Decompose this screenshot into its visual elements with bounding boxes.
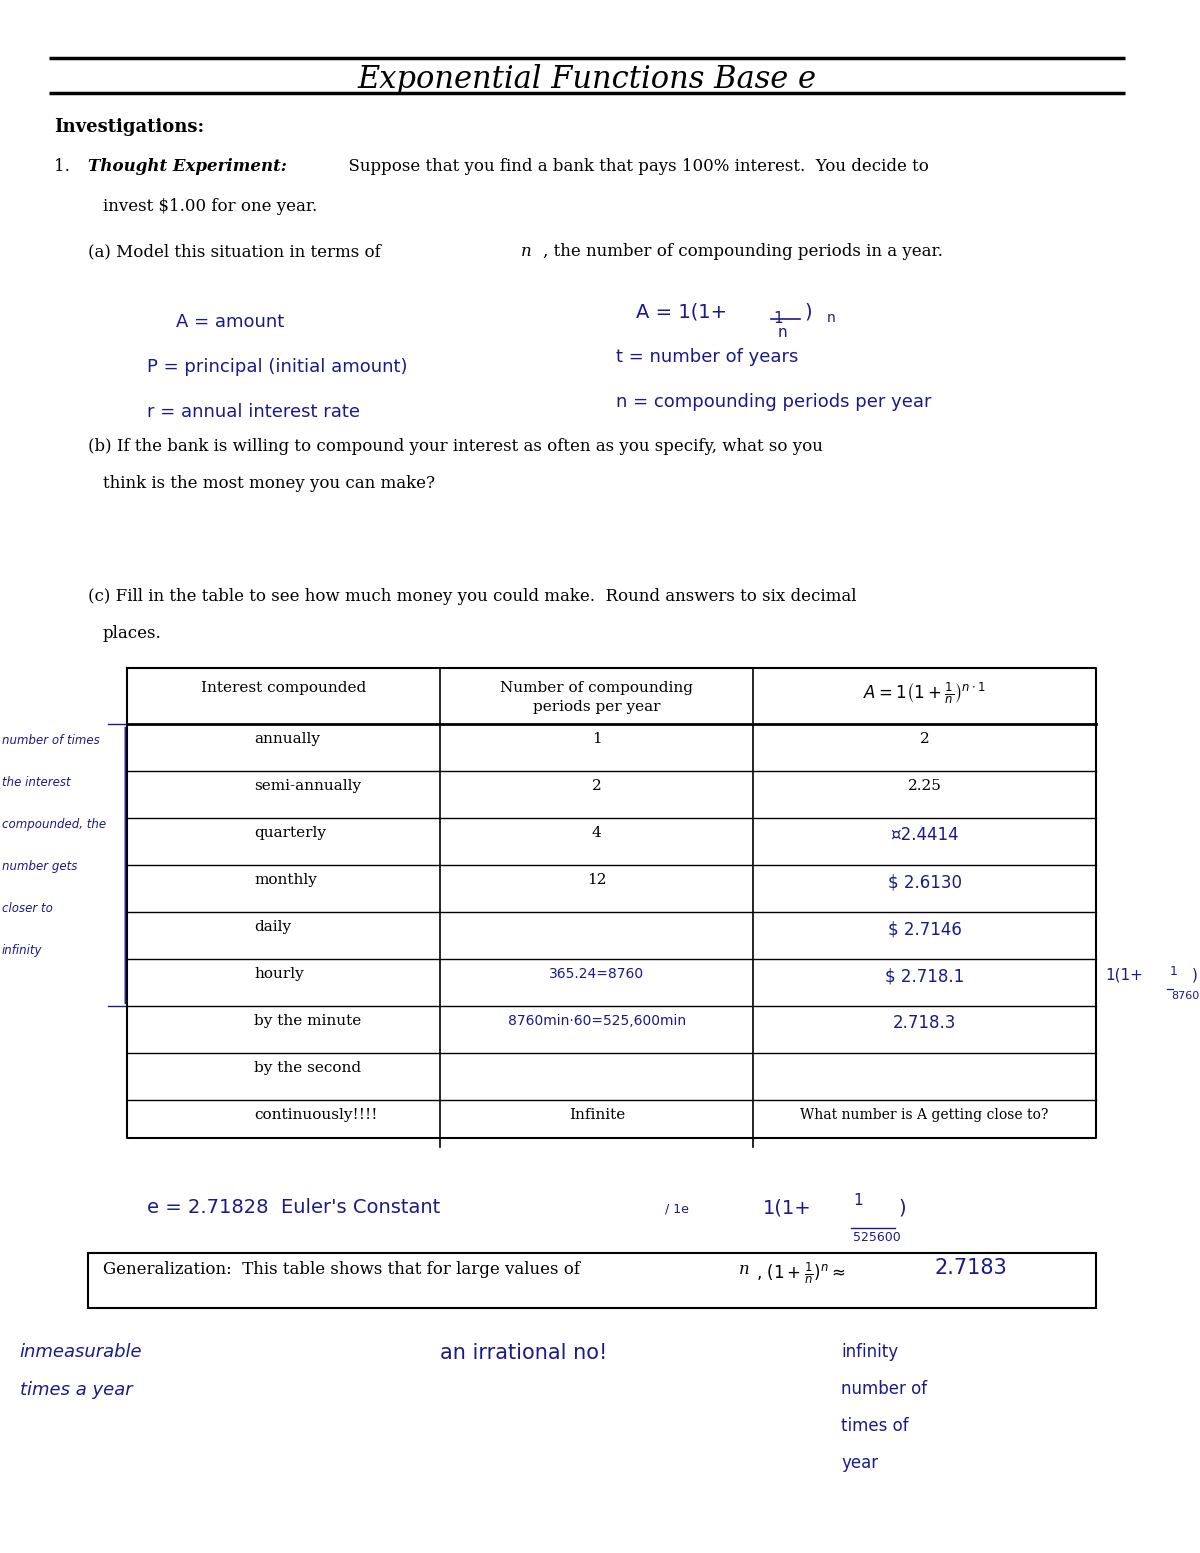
Text: 2: 2: [919, 733, 930, 747]
Text: number of: number of: [841, 1381, 928, 1398]
Text: ¤2.4414: ¤2.4414: [890, 826, 959, 845]
FancyBboxPatch shape: [88, 1253, 1096, 1308]
Text: monthly: monthly: [254, 873, 317, 887]
Text: ): ): [898, 1197, 906, 1218]
Text: e = 2.71828  Euler's Constant: e = 2.71828 Euler's Constant: [146, 1197, 440, 1218]
Text: $ 2.718.1: $ 2.718.1: [884, 968, 965, 986]
Text: n: n: [827, 311, 835, 325]
Text: , the number of compounding periods in a year.: , the number of compounding periods in a…: [544, 242, 943, 259]
Text: 1: 1: [853, 1193, 863, 1208]
Text: n: n: [521, 242, 532, 259]
Text: 2.25: 2.25: [907, 780, 942, 794]
Text: , $(1+\frac{1}{n})^n \approx$: , $(1+\frac{1}{n})^n \approx$: [756, 1261, 846, 1286]
Text: Exponential Functions Base e: Exponential Functions Base e: [358, 65, 816, 95]
Text: 12: 12: [587, 873, 606, 887]
Text: inmeasurable: inmeasurable: [19, 1343, 142, 1360]
Text: $A=1\left(1+\frac{1}{n}\right)^{n\cdot 1}$: $A=1\left(1+\frac{1}{n}\right)^{n\cdot 1…: [863, 682, 986, 707]
Text: 2: 2: [592, 780, 601, 794]
Text: number gets: number gets: [2, 860, 77, 873]
Text: 1: 1: [773, 311, 782, 326]
Text: infinity: infinity: [841, 1343, 899, 1360]
Text: annually: annually: [254, 733, 320, 747]
Text: by the second: by the second: [254, 1061, 361, 1075]
Text: Suppose that you find a bank that pays 100% interest.  You decide to: Suppose that you find a bank that pays 1…: [337, 158, 929, 175]
Text: Number of compounding
periods per year: Number of compounding periods per year: [500, 682, 694, 714]
Text: A = amount: A = amount: [176, 314, 284, 331]
Text: quarterly: quarterly: [254, 826, 326, 840]
Text: an irrational no!: an irrational no!: [440, 1343, 607, 1364]
Text: places.: places.: [103, 624, 162, 641]
Text: r = annual interest rate: r = annual interest rate: [146, 402, 360, 421]
Text: daily: daily: [254, 921, 292, 935]
Text: 2.7183: 2.7183: [935, 1258, 1007, 1278]
Text: 1.: 1.: [54, 158, 80, 175]
Text: 1(1+: 1(1+: [1105, 968, 1144, 983]
Text: t = number of years: t = number of years: [617, 348, 799, 367]
Text: 1: 1: [592, 733, 601, 747]
Text: times of: times of: [841, 1416, 910, 1435]
Text: / 1e: / 1e: [665, 1204, 689, 1216]
Text: hourly: hourly: [254, 968, 304, 981]
Text: 8760min·60=525,600min: 8760min·60=525,600min: [508, 1014, 686, 1028]
Text: continuously!!!!: continuously!!!!: [254, 1109, 378, 1123]
Text: Investigations:: Investigations:: [54, 118, 204, 137]
Text: $ 2.6130: $ 2.6130: [888, 873, 961, 891]
Text: ): ): [804, 303, 812, 321]
Text: (b) If the bank is willing to compound your interest as often as you specify, wh: (b) If the bank is willing to compound y…: [88, 438, 823, 455]
Text: think is the most money you can make?: think is the most money you can make?: [103, 475, 434, 492]
Text: (c) Fill in the table to see how much money you could make.  Round answers to si: (c) Fill in the table to see how much mo…: [88, 589, 857, 606]
Text: times a year: times a year: [19, 1381, 132, 1399]
Text: n: n: [778, 325, 787, 340]
Text: 1(1+: 1(1+: [763, 1197, 812, 1218]
Text: Infinite: Infinite: [569, 1109, 625, 1123]
Text: infinity: infinity: [2, 944, 42, 957]
Text: ): ): [1192, 968, 1198, 983]
Text: semi-annually: semi-annually: [254, 780, 361, 794]
Text: What number is A getting close to?: What number is A getting close to?: [800, 1109, 1049, 1123]
Text: 1: 1: [1169, 966, 1177, 978]
Text: 2.718.3: 2.718.3: [893, 1014, 956, 1033]
Text: n: n: [739, 1261, 750, 1278]
Text: 365.24=8760: 365.24=8760: [550, 968, 644, 981]
Text: 525600: 525600: [853, 1232, 901, 1244]
Text: 8760: 8760: [1171, 991, 1199, 1002]
Text: P = principal (initial amount): P = principal (initial amount): [146, 359, 407, 376]
Text: (a) Model this situation in terms of: (a) Model this situation in terms of: [88, 242, 386, 259]
Text: by the minute: by the minute: [254, 1014, 361, 1028]
Text: closer to: closer to: [2, 902, 53, 915]
Text: $ 2.7146: $ 2.7146: [888, 921, 961, 938]
Text: the interest: the interest: [2, 776, 71, 789]
Text: Generalization:  This table shows that for large values of: Generalization: This table shows that fo…: [103, 1261, 584, 1278]
Text: invest $1.00 for one year.: invest $1.00 for one year.: [103, 197, 317, 214]
Text: number of times: number of times: [2, 735, 100, 747]
Text: Thought Experiment:: Thought Experiment:: [88, 158, 287, 175]
Text: A = 1(1+: A = 1(1+: [636, 303, 727, 321]
Text: Interest compounded: Interest compounded: [202, 682, 366, 696]
Text: n = compounding periods per year: n = compounding periods per year: [617, 393, 932, 412]
Text: year: year: [841, 1454, 878, 1472]
Text: 4: 4: [592, 826, 601, 840]
Text: compounded, the: compounded, the: [2, 818, 106, 831]
